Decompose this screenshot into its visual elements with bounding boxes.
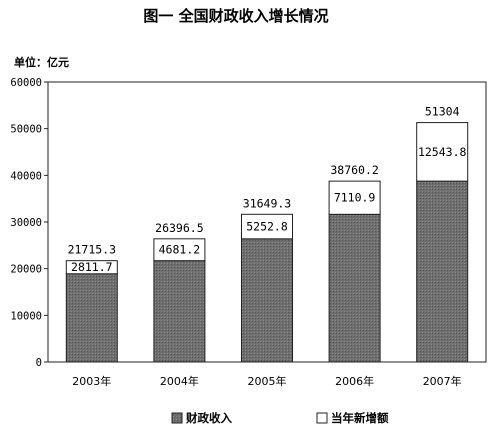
bar-increment — [65, 260, 118, 275]
total-label: 21715.3 — [68, 243, 117, 257]
increment-label: 5252.8 — [246, 220, 288, 234]
total-label: 26396.5 — [155, 221, 203, 235]
x-category-label: 2005年 — [248, 374, 287, 388]
bar-increment — [328, 180, 381, 215]
legend-item-increment: 当年新增额 — [316, 411, 389, 425]
x-axis-categories: 2003年 2004年 2005年 2006年 2007年 — [72, 374, 461, 388]
x-category-label: 2007年 — [423, 374, 462, 388]
bars — [65, 122, 469, 363]
y-tick-label: 50000 — [10, 124, 42, 136]
total-label: 51304 — [425, 105, 460, 119]
x-category-label: 2006年 — [335, 374, 374, 388]
bar-revenue — [153, 260, 206, 363]
bar-revenue — [241, 238, 293, 363]
legend-item-revenue: 财政收入 — [171, 411, 232, 425]
legend-swatch-increment — [316, 412, 328, 424]
increment-label: 4681.2 — [159, 243, 201, 257]
legend-swatch-revenue — [171, 412, 183, 424]
y-tick-label: 0 — [36, 357, 42, 369]
data-labels: 21715.3 2811.7 26396.5 4681.2 31649.3 5252.8 3… — [68, 105, 467, 275]
y-axis: 0 10000 20000 30000 40000 50000 60000 — [10, 77, 48, 369]
bar-revenue — [65, 273, 118, 363]
legend-label-increment: 当年新增额 — [331, 411, 389, 425]
unit-label: 单位：亿元 — [14, 55, 69, 69]
legend-label-revenue: 财政收入 — [185, 411, 232, 425]
legend: 财政收入 当年新增额 — [171, 411, 389, 425]
x-category-label: 2003年 — [72, 374, 111, 388]
chart-title: 图一 全国财政收入增长情况 — [143, 7, 328, 25]
bar-revenue — [328, 213, 381, 363]
y-tick-label: 30000 — [10, 217, 42, 229]
bar-revenue — [416, 180, 469, 363]
bar-increment — [416, 122, 469, 182]
bar-increment — [241, 213, 293, 240]
y-tick-label: 10000 — [10, 310, 42, 322]
y-tick-label: 60000 — [10, 77, 42, 89]
y-tick-label: 20000 — [10, 264, 42, 276]
increment-label: 12543.8 — [418, 145, 467, 159]
x-category-label: 2004年 — [160, 374, 199, 388]
bar-increment — [153, 238, 206, 262]
total-label: 38760.2 — [330, 163, 378, 177]
increment-label: 2811.7 — [71, 260, 113, 274]
total-label: 31649.3 — [243, 196, 292, 210]
y-tick-label: 40000 — [10, 170, 42, 182]
increment-label: 7110.9 — [334, 191, 376, 205]
